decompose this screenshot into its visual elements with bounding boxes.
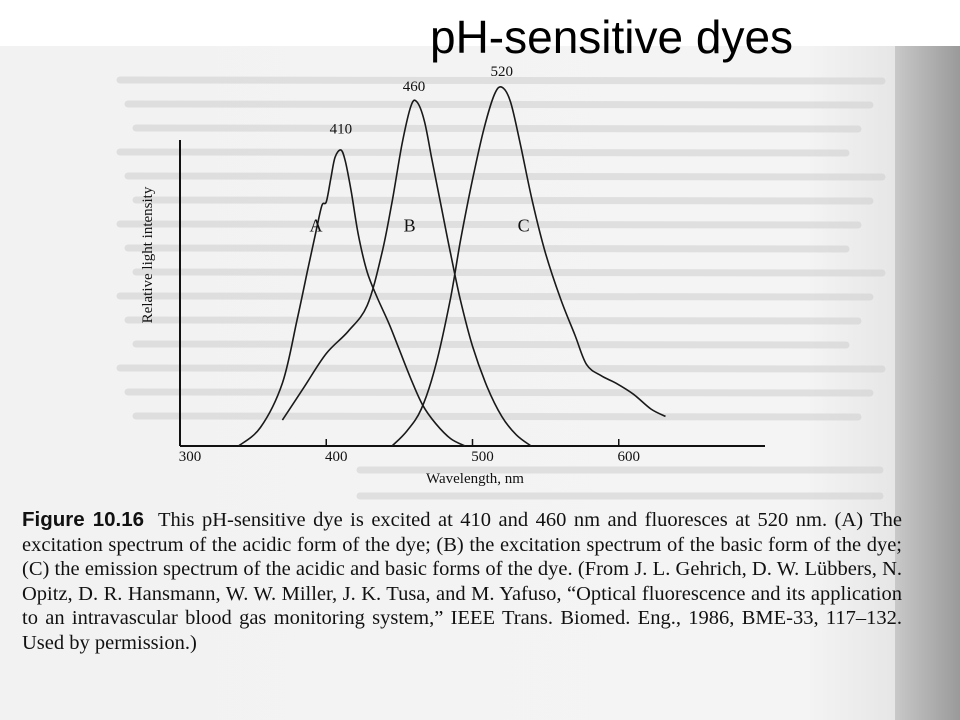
bleed-line <box>116 292 874 301</box>
bleed-line <box>124 388 874 397</box>
y-axis-label: Relative light intensity <box>140 186 156 323</box>
series-label-b: B <box>404 215 416 235</box>
page-binding-shadow <box>895 46 960 720</box>
peak-label: 520 <box>491 64 514 80</box>
peak-label: 460 <box>403 79 426 95</box>
bleed-line <box>116 76 886 85</box>
series-label-a: A <box>310 215 323 235</box>
bleed-line <box>132 124 862 133</box>
bleed-line <box>132 340 850 349</box>
series-line-a <box>237 149 466 447</box>
chart: 300 400 500 600 Wavelength, nm Relative light… <box>140 64 765 487</box>
bleed-line <box>124 244 850 253</box>
series-line-c <box>391 85 666 447</box>
bleed-line <box>116 220 862 229</box>
bleed-line <box>124 172 886 181</box>
bleed-line <box>124 100 874 109</box>
series-line-b <box>281 99 532 447</box>
figure-caption-text: This pH-sensitive dye is excited at 410 … <box>22 509 903 654</box>
bleed-line <box>132 196 874 205</box>
x-axis-label: Wavelength, nm <box>426 471 524 487</box>
x-tick-label: 600 <box>618 449 641 465</box>
bleed-line <box>124 316 862 325</box>
scanned-page <box>0 46 895 720</box>
bleed-line <box>116 364 886 373</box>
x-tick-label: 300 <box>179 449 202 465</box>
peak-label: 410 <box>330 121 353 137</box>
bleed-line <box>116 148 850 157</box>
figure-caption: Figure 10.16 This pH-sensitive dye is exc… <box>22 508 902 655</box>
figure-label: Figure 10.16 <box>22 508 145 531</box>
slide-title: pH-sensitive dyes <box>430 11 794 63</box>
x-tick-label: 400 <box>325 449 348 465</box>
bleed-line <box>132 268 886 277</box>
series-label-c: C <box>518 215 530 235</box>
bleed-line <box>132 412 862 421</box>
bleed-through-text <box>116 76 886 500</box>
x-tick-label: 500 <box>471 449 494 465</box>
